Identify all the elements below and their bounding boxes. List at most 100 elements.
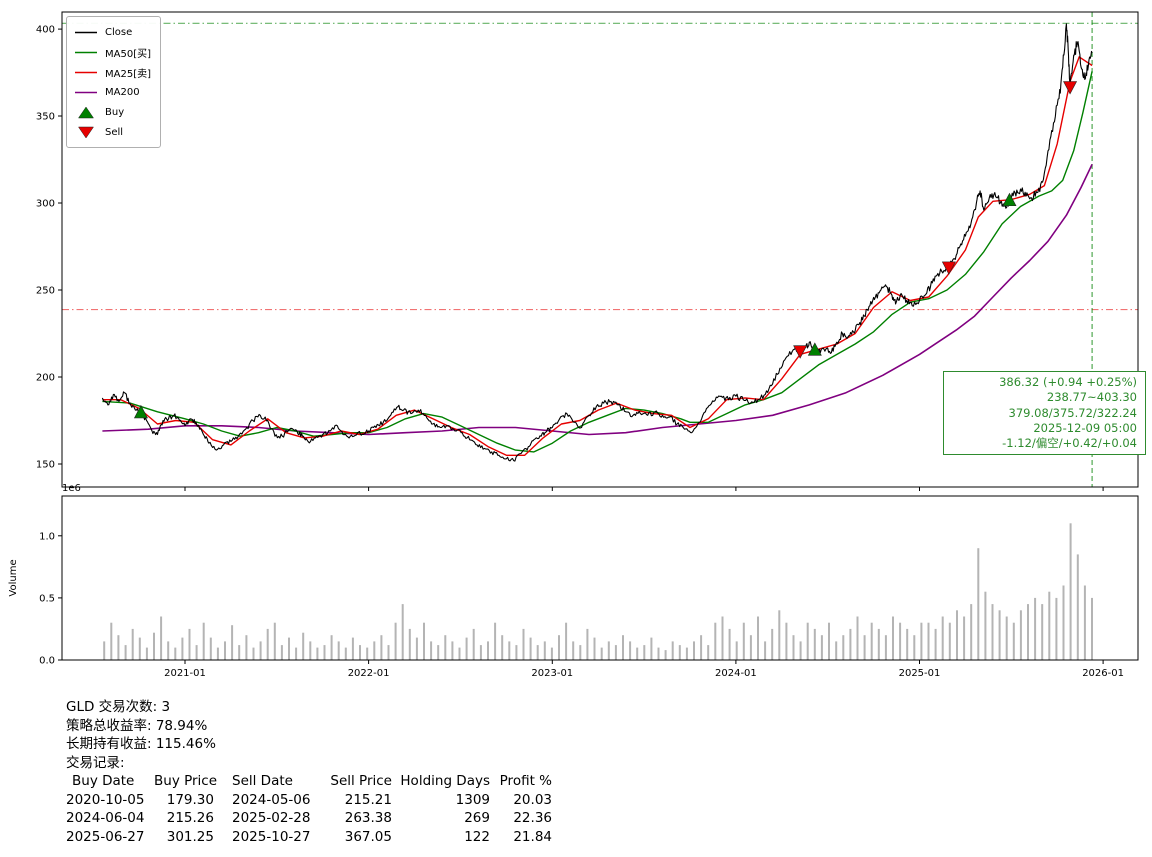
volume-bar xyxy=(266,628,269,660)
volume-bar xyxy=(700,635,703,660)
volume-bar xyxy=(117,635,120,660)
trade-cell: 2020-10-05 xyxy=(66,791,145,808)
x-tick-label: 2022-01 xyxy=(348,668,390,679)
volume-bar xyxy=(572,641,575,660)
volume-bar xyxy=(636,647,639,660)
volume-bar xyxy=(558,635,560,660)
volume-bar xyxy=(948,622,951,660)
volume-bar xyxy=(103,641,106,660)
volume-bar xyxy=(977,548,980,660)
legend-label: Sell xyxy=(105,126,124,138)
volume-bar xyxy=(174,647,177,660)
volume-bar xyxy=(1076,554,1079,660)
y-tick-label: 200 xyxy=(36,373,55,384)
volume-bar xyxy=(451,641,454,660)
volume-bar xyxy=(309,641,312,660)
annotation-last-price: 386.32 (+0.94 +0.25%) xyxy=(999,375,1137,389)
axis-multiplier-label: 1e6 xyxy=(62,483,81,494)
y-tick-label: 250 xyxy=(36,286,55,297)
annotation-range: 238.77~403.30 xyxy=(1046,390,1137,405)
trade-cell: 215.21 xyxy=(344,791,392,808)
volume-axes-frame xyxy=(61,495,1139,661)
volume-bar xyxy=(1005,616,1008,660)
legend-label: MA25[卖] xyxy=(105,68,151,80)
volume-bar xyxy=(1048,591,1051,660)
volume-bar xyxy=(202,622,205,660)
volume-bar xyxy=(536,645,539,660)
volume-tick-label: 0.0 xyxy=(39,656,55,667)
th-holding-days: Holding Days xyxy=(400,773,490,789)
volume-bar xyxy=(444,635,447,660)
volume-bar xyxy=(522,628,525,660)
x-tick-label: 2024-01 xyxy=(715,668,757,679)
volume-bar xyxy=(458,647,461,660)
volume-bar xyxy=(373,641,376,660)
volume-bar xyxy=(437,645,440,660)
stat-records-label: 交易记录: xyxy=(66,754,125,771)
x-tick-label: 2025-01 xyxy=(899,668,941,679)
y-tick-label: 400 xyxy=(36,25,55,36)
stat-trade-count: GLD 交易次数: 3 xyxy=(66,699,171,715)
legend-item-close: Close xyxy=(74,22,151,42)
volume-bar xyxy=(1041,604,1044,660)
trade-cell: 22.36 xyxy=(513,810,552,826)
volume-bar xyxy=(757,616,759,660)
volume-bar xyxy=(664,650,667,660)
volume-bar xyxy=(465,637,468,660)
sell-marker xyxy=(1063,81,1078,95)
volume-bar xyxy=(643,645,646,660)
volume-bar xyxy=(131,628,134,660)
annotation-signal: -1.12/偏空/+0.42/+0.04 xyxy=(1002,436,1137,451)
volume-bar xyxy=(792,635,795,660)
volume-bar xyxy=(650,637,653,660)
trade-cell: 301.25 xyxy=(166,828,214,845)
volume-bar xyxy=(124,645,127,660)
trade-row: 2024-06-04 215.26 2025-02-28 263.38 269 … xyxy=(66,809,552,828)
volume-bar xyxy=(771,628,774,660)
volume-bar xyxy=(764,641,767,660)
trade-cell: 2024-06-04 xyxy=(66,810,145,826)
strategy-stats: GLD 交易次数: 3 策略总收益率: 78.94% 长期持有收益: 115.4… xyxy=(66,698,552,846)
buy-marker xyxy=(807,342,822,356)
volume-bar xyxy=(259,641,262,660)
volume-bar xyxy=(884,635,887,660)
legend-line-swatch xyxy=(75,71,97,73)
volume-bar xyxy=(288,637,290,660)
chart-legend: Close MA50[买] MA25[卖] MA200 Buy Sell xyxy=(66,16,161,148)
volume-bar xyxy=(330,635,333,660)
volume-bar xyxy=(970,604,973,660)
volume-bar xyxy=(423,622,425,660)
ma200-line xyxy=(102,163,1093,436)
volume-bar xyxy=(1012,622,1015,660)
legend-label: MA50[买] xyxy=(105,48,151,60)
volume-bar xyxy=(408,628,411,660)
th-sell-price: Sell Price xyxy=(330,773,392,789)
volume-bar xyxy=(252,647,255,660)
volume-bar xyxy=(565,622,568,660)
volume-bar xyxy=(892,616,894,660)
volume-bar xyxy=(998,610,1001,660)
volume-bar xyxy=(216,647,219,660)
volume-bar xyxy=(899,622,902,660)
legend-line-swatch xyxy=(75,91,97,93)
volume-bar xyxy=(302,632,305,660)
volume-bar xyxy=(728,628,731,660)
volume-bar xyxy=(387,645,390,660)
volume-bar xyxy=(799,641,802,660)
volume-bar xyxy=(280,645,283,660)
volume-bar xyxy=(337,641,340,660)
volume-bar xyxy=(806,622,809,660)
volume-bar xyxy=(1069,523,1072,660)
volume-bar xyxy=(1034,597,1037,660)
trade-cell: 21.84 xyxy=(513,828,552,845)
volume-tick-label: 0.5 xyxy=(39,593,55,604)
volume-bar xyxy=(607,641,610,660)
legend-line-swatch xyxy=(75,51,97,53)
th-profit-pct: Profit % xyxy=(499,773,552,789)
volume-bar xyxy=(749,635,752,660)
volume-bar xyxy=(401,604,404,660)
trade-cell: 20.03 xyxy=(513,791,552,808)
volume-bar xyxy=(380,635,383,660)
stat-strategy-return: 策略总收益率: 78.94% xyxy=(66,717,208,734)
volume-bar xyxy=(600,647,603,660)
